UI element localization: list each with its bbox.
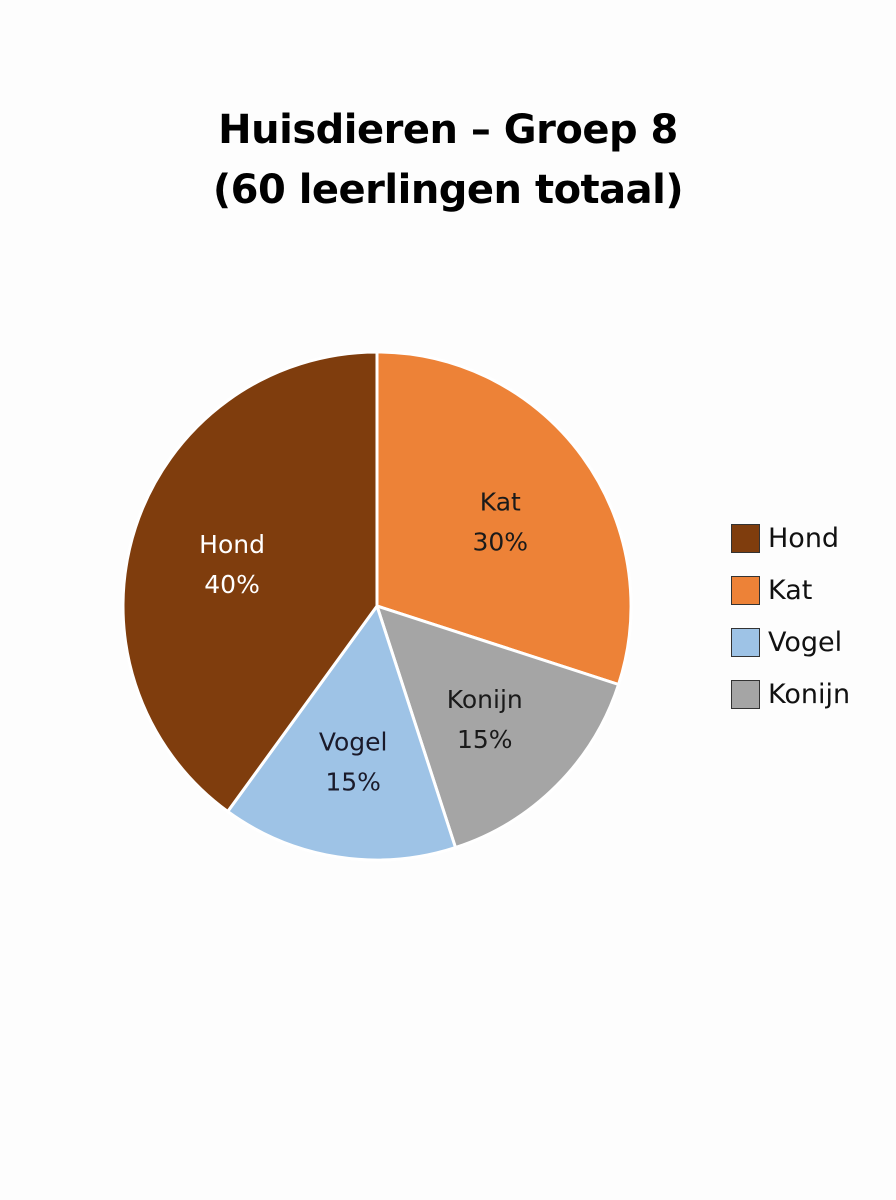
chart-title-line1: Huisdieren – Groep 8 [218, 107, 678, 153]
pie-slice-kat [375, 350, 633, 686]
chart-title: Huisdieren – Groep 8 (60 leerlingen tota… [0, 100, 896, 220]
slice-label-hond: Hond 40% [199, 530, 265, 599]
legend-swatch-konijn [731, 679, 760, 709]
legend-label-vogel: Vogel [768, 626, 843, 658]
legend-item-konijn: Konijn [731, 668, 850, 720]
slice-label-konijn: Konijn 15% [447, 685, 523, 754]
legend-swatch-vogel [731, 627, 760, 657]
legend: Hond Kat Vogel Konijn [731, 512, 850, 720]
slice-label-vogel: Vogel 15% [319, 728, 388, 797]
pie-slice-vogel [226, 604, 457, 862]
legend-label-hond: Hond [768, 522, 840, 554]
legend-swatch-hond [731, 523, 760, 553]
legend-item-hond: Hond [731, 512, 850, 564]
legend-item-vogel: Vogel [731, 616, 850, 668]
slice-label-kat: Kat 30% [473, 487, 529, 556]
legend-label-kat: Kat [768, 574, 813, 606]
chart-title-line2: (60 leerlingen totaal) [212, 167, 684, 213]
pie-slice-hond [121, 350, 379, 813]
legend-item-kat: Kat [731, 564, 850, 616]
legend-swatch-kat [731, 575, 760, 605]
legend-label-konijn: Konijn [768, 678, 851, 710]
